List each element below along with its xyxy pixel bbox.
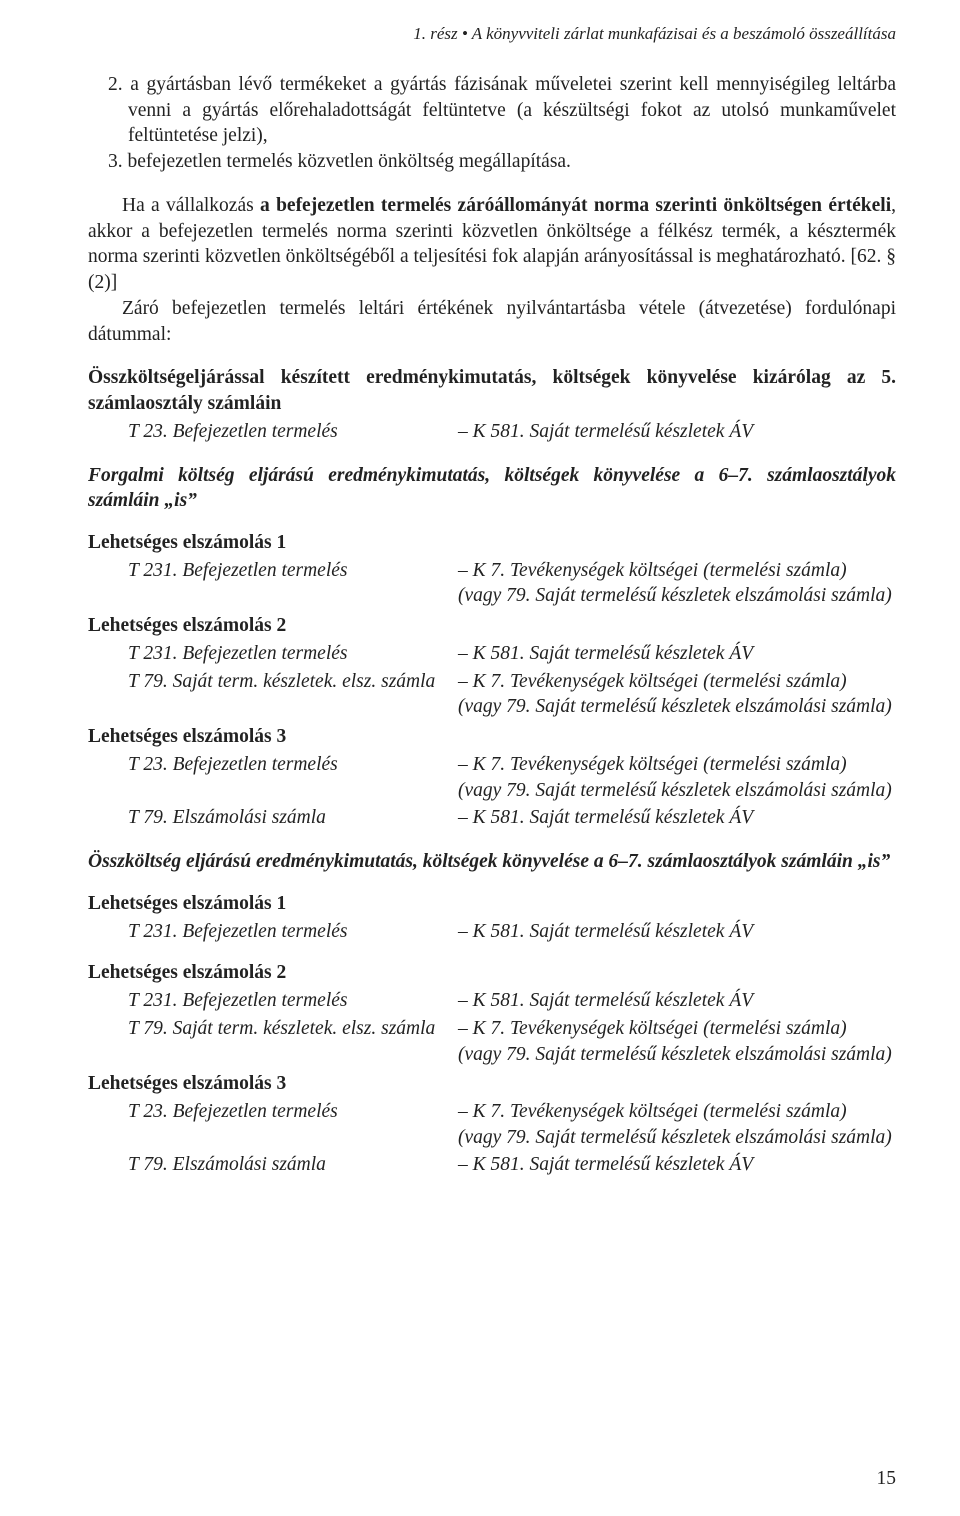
entry-7-left: T 231. Befejezetlen termelés <box>88 919 458 945</box>
sub-le3-a: Lehetséges elszámolás 3 <box>88 724 896 750</box>
paragraph-1: Ha a vállalkozás a befejezetlen termelés… <box>88 193 896 296</box>
sub-le1-a: Lehetséges elszámolás 1 <box>88 530 896 556</box>
entry-10: T 23. Befejezetlen termelés – K 7. Tevék… <box>88 1099 896 1150</box>
entry-4-left: T 79. Saját term. készletek. elsz. száml… <box>88 669 458 695</box>
entry-5-left: T 23. Befejezetlen termelés <box>88 752 458 778</box>
entry-2: T 231. Befejezetlen termelés – K 7. Tevé… <box>88 558 896 609</box>
paragraph-1d: Záró befejezetlen termelés leltári érték… <box>88 296 896 347</box>
entry-7-right: – K 581. Saját termelésű készletek ÁV <box>458 919 896 945</box>
entry-1-left: T 23. Befejezetlen termelés <box>88 419 458 445</box>
entry-10-right: – K 7. Tevékenységek költségei (termelés… <box>458 1099 896 1125</box>
heading-1: Összköltségeljárással készített eredmény… <box>88 365 896 416</box>
entry-10-left: T 23. Befejezetlen termelés <box>88 1099 458 1125</box>
page: 1. rész • A könyvviteli zárlat munkafázi… <box>0 0 960 1516</box>
entry-6: T 79. Elszámolási számla – K 581. Saját … <box>88 805 896 831</box>
entry-5: T 23. Befejezetlen termelés – K 7. Tevék… <box>88 752 896 803</box>
entry-9-cont: (vagy 79. Saját termelésű készletek elsz… <box>88 1042 896 1068</box>
list-item-2: 2. a gyártásban lévő termékeket a gyártá… <box>88 72 896 149</box>
entry-7: T 231. Befejezetlen termelés – K 581. Sa… <box>88 919 896 945</box>
entry-9-right: – K 7. Tevékenységek költségei (termelés… <box>458 1016 896 1042</box>
entry-11-right: – K 581. Saját termelésű készletek ÁV <box>458 1152 896 1178</box>
running-header: 1. rész • A könyvviteli zárlat munkafázi… <box>88 24 896 44</box>
para1-b: a befejezetlen termelés záróállományát n… <box>260 195 891 216</box>
entry-2-left: T 231. Befejezetlen termelés <box>88 558 458 584</box>
sub-le2-a: Lehetséges elszámolás 2 <box>88 613 896 639</box>
entry-6-right: – K 581. Saját termelésű készletek ÁV <box>458 805 896 831</box>
entry-2-right: – K 7. Tevékenységek költségei (termelés… <box>458 558 896 584</box>
sub-le3-b: Lehetséges elszámolás 3 <box>88 1071 896 1097</box>
para1-a: Ha a vállalkozás <box>122 195 260 216</box>
entry-8: T 231. Befejezetlen termelés – K 581. Sa… <box>88 988 896 1014</box>
entry-3-right: – K 581. Saját termelésű készletek ÁV <box>458 641 896 667</box>
entry-10-cont: (vagy 79. Saját termelésű készletek elsz… <box>88 1125 896 1151</box>
sub-le1-b: Lehetséges elszámolás 1 <box>88 891 896 917</box>
entry-5-cont: (vagy 79. Saját termelésű készletek elsz… <box>88 778 896 804</box>
entry-3-left: T 231. Befejezetlen termelés <box>88 641 458 667</box>
entry-6-left: T 79. Elszámolási számla <box>88 805 458 831</box>
entry-8-right: – K 581. Saját termelésű készletek ÁV <box>458 988 896 1014</box>
sub-le2-b: Lehetséges elszámolás 2 <box>88 960 896 986</box>
entry-5-right: – K 7. Tevékenységek költségei (termelés… <box>458 752 896 778</box>
entry-4-cont: (vagy 79. Saját termelésű készletek elsz… <box>88 694 896 720</box>
entry-2-cont: (vagy 79. Saját termelésű készletek elsz… <box>88 583 896 609</box>
list-item-3: 3. befejezetlen termelés közvetlen önköl… <box>88 149 896 175</box>
entry-1-right: – K 581. Saját termelésű készletek ÁV <box>458 419 896 445</box>
entry-3: T 231. Befejezetlen termelés – K 581. Sa… <box>88 641 896 667</box>
entry-9-left: T 79. Saját term. készletek. elsz. száml… <box>88 1016 458 1042</box>
entry-11: T 79. Elszámolási számla – K 581. Saját … <box>88 1152 896 1178</box>
entry-1: T 23. Befejezetlen termelés – K 581. Saj… <box>88 419 896 445</box>
entry-11-left: T 79. Elszámolási számla <box>88 1152 458 1178</box>
heading-2: Forgalmi költség eljárású eredménykimuta… <box>88 463 896 514</box>
entry-4: T 79. Saját term. készletek. elsz. száml… <box>88 669 896 720</box>
heading-3: Összköltség eljárású eredménykimutatás, … <box>88 849 896 875</box>
entry-4-right: – K 7. Tevékenységek költségei (termelés… <box>458 669 896 695</box>
page-number: 15 <box>877 1468 897 1490</box>
entry-8-left: T 231. Befejezetlen termelés <box>88 988 458 1014</box>
entry-9: T 79. Saját term. készletek. elsz. száml… <box>88 1016 896 1067</box>
